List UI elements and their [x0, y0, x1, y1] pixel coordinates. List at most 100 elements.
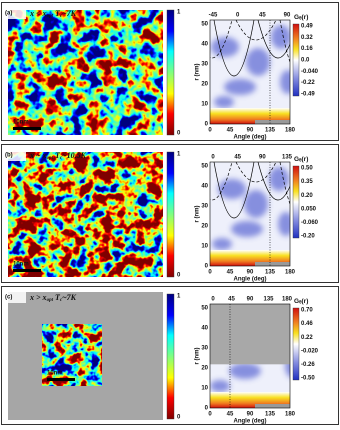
masked-area: [210, 304, 290, 365]
colorbar-title: Gθ(r): [294, 14, 308, 21]
plot-colorbar: [292, 307, 300, 381]
contour: [257, 162, 290, 201]
plot-frame: [209, 19, 291, 125]
colorbar-title-part: (r): [302, 156, 309, 163]
map-image: [8, 152, 163, 277]
x-tick-label: 45: [227, 270, 234, 276]
plot-feature: [278, 212, 290, 236]
x-axis-label: Angle (deg): [234, 135, 267, 141]
y-tick-label: 10: [201, 102, 208, 108]
colorbar-tick-label: -0.020: [301, 348, 319, 354]
y-tick-label: 50: [201, 22, 208, 28]
colorbar-title-part: G: [294, 14, 299, 21]
contour: [279, 20, 290, 63]
annotation: x ~ xopt Tc~10.5K: [29, 151, 87, 161]
contour: [235, 162, 277, 183]
top-tick-label: 45: [234, 155, 241, 161]
map-colorbar-label: 1: [177, 152, 181, 158]
y-axis-label: r (nm): [195, 64, 201, 81]
y-tick-label: 30: [201, 346, 208, 352]
x-tick-label: 180: [285, 412, 296, 418]
plot-feature: [229, 363, 261, 379]
annotation-part: opt: [47, 298, 54, 303]
colorbar-title-part: θ: [299, 158, 302, 163]
map-colorbar-label: 0: [177, 415, 181, 421]
y-tick-label: 50: [201, 164, 208, 170]
annotation-part: ~10.5K: [62, 151, 87, 160]
contour: [279, 162, 290, 205]
annotation-part: ~7K: [62, 293, 77, 302]
plot-colorbar: [292, 23, 300, 97]
colorbar-title-part: θ: [299, 300, 302, 305]
plot-core: [255, 120, 290, 124]
scale-bar: [13, 269, 41, 272]
annotation: x < xopt Tc~7K: [29, 9, 77, 19]
plot-area: [210, 20, 290, 124]
y-tick-label: 30: [201, 62, 208, 68]
panel-label-box: [4, 147, 26, 161]
plot-feature: [269, 167, 289, 191]
map-image: [8, 10, 163, 135]
plot-feature: [280, 70, 290, 94]
y-tick-label: 20: [201, 82, 208, 88]
colorbar-tick-label: -0.22: [301, 80, 315, 86]
colorbar-tick-label: 0.46: [301, 321, 313, 327]
colorbar-title-part: θ: [299, 16, 302, 21]
colorbar-title-part: G: [294, 298, 299, 305]
top-tick-label: 45: [259, 13, 266, 19]
y-axis-label: r (nm): [195, 206, 201, 223]
annotation-part: c: [60, 298, 63, 303]
scale-bar: [13, 127, 41, 130]
colorbar-title-part: G: [294, 156, 299, 163]
map-colorbar-label: 0: [177, 273, 181, 279]
top-tick-label: 135: [263, 297, 274, 303]
plot-feature: [244, 190, 268, 218]
x-tick-label: 0: [208, 128, 212, 134]
plot-feature: [211, 37, 239, 57]
top-tick-label: 45: [228, 297, 235, 303]
colorbar-tick-label: 0.20: [301, 193, 313, 199]
panel-label-box: [4, 5, 26, 19]
panel: 10nm(c) x > xopt Tc~7K 100 45 90 135 180010203…: [1, 286, 339, 425]
colorbar-title: Gθ(r): [294, 156, 308, 163]
colorbar-tick-label: -0.26: [301, 362, 315, 368]
scale-bar: [47, 378, 75, 381]
y-tick-label: 0: [205, 406, 209, 412]
panel-label-box: [4, 289, 26, 303]
scale-bar-label: 10nm: [13, 262, 29, 268]
top-tick-label: -45: [209, 13, 218, 19]
colorbar-tick-label: -0.49: [301, 92, 315, 98]
annotation-part: x ~ x: [29, 151, 47, 160]
plot-core: [255, 262, 290, 266]
y-tick-label: 40: [201, 184, 208, 190]
annotation-part: opt: [47, 14, 54, 19]
annotation-part: ~7K: [62, 9, 77, 18]
plot-feature: [218, 179, 246, 199]
annotation-part: T: [53, 9, 61, 18]
panel-label: (b): [5, 153, 13, 159]
y-tick-label: 40: [201, 326, 208, 332]
annotation-part: T: [53, 151, 61, 160]
plot-feature: [212, 238, 232, 250]
x-tick-label: 90: [247, 128, 254, 134]
colorbar-tick-label: 0.16: [301, 46, 313, 52]
y-tick-label: 20: [201, 224, 208, 230]
y-tick-label: 0: [205, 122, 209, 128]
x-tick-label: 0: [208, 412, 212, 418]
colorbar-title-part: (r): [302, 14, 309, 21]
x-tick-label: 135: [265, 412, 276, 418]
top-tick-label: 0: [211, 155, 215, 161]
colorbar-tick-label: 0.35: [301, 179, 313, 185]
panel: 10nm(a) x < xopt Tc~7K 10-45 0 45 90010203040…: [1, 2, 339, 141]
y-tick-label: 30: [201, 204, 208, 210]
x-tick-label: 45: [227, 128, 234, 134]
top-tick-label: 0: [236, 13, 240, 19]
panel-label: (a): [5, 11, 12, 17]
plot-feature: [246, 48, 270, 76]
contour: [213, 162, 255, 219]
x-tick-label: 180: [285, 128, 296, 134]
y-tick-label: 10: [201, 244, 208, 250]
y-tick-label: 40: [201, 42, 208, 48]
map-colorbar: [166, 293, 175, 420]
